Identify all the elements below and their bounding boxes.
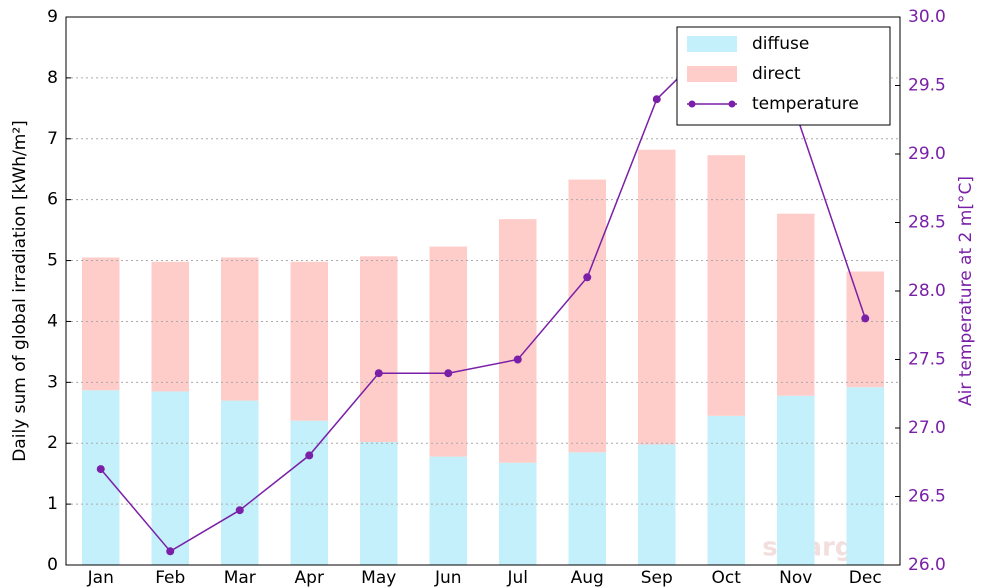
- temperature-point: [513, 355, 522, 364]
- legend-label: diffuse: [752, 34, 809, 54]
- legend-swatch: [728, 100, 736, 108]
- y-tick-label: 7: [47, 129, 58, 149]
- x-tick-label: Aug: [571, 568, 604, 588]
- bar-segment: [359, 442, 398, 565]
- legend-label: direct: [752, 64, 801, 84]
- y-tick-label: 9: [47, 7, 58, 27]
- temperature-point: [374, 369, 383, 378]
- y-tick-label: 2: [47, 433, 58, 453]
- x-tick-label: Mar: [224, 568, 256, 588]
- temperature-point: [444, 369, 453, 378]
- bar-segment: [290, 261, 329, 421]
- bar-segment: [429, 246, 468, 457]
- bar-segment: [776, 213, 815, 396]
- bar-segment: [637, 149, 676, 445]
- y-tick-label: 6: [47, 190, 58, 210]
- bar-segment: [707, 155, 746, 416]
- bar-segment: [220, 400, 259, 565]
- x-tick-label: May: [361, 568, 396, 588]
- y-tick-label: 4: [47, 311, 58, 331]
- y-axis-label: Daily sum of global irradiation [kWh/m²]: [10, 120, 30, 462]
- y-tick-label: 1: [47, 494, 58, 514]
- bar-segment: [776, 395, 815, 565]
- temperature-point: [583, 273, 592, 282]
- y2-tick-label: 27.5: [908, 350, 946, 370]
- y2-axis-label: Air temperature at 2 m[°C]: [956, 176, 976, 406]
- temperature-point: [96, 465, 105, 474]
- bar-segment: [81, 257, 120, 391]
- legend-label: temperature: [752, 94, 859, 114]
- temperature-point: [235, 506, 244, 515]
- bar-segment: [81, 390, 120, 565]
- y-tick-label: 0: [47, 555, 58, 575]
- bar-segment: [220, 257, 259, 401]
- bar-segment: [846, 387, 885, 565]
- y-tick-label: 3: [47, 372, 58, 392]
- y2-tick-label: 29.0: [908, 144, 946, 164]
- x-tick-label: Jun: [434, 568, 462, 588]
- bar-segment: [498, 462, 537, 565]
- legend-swatch: [688, 100, 696, 108]
- plot-frame: [65, 16, 901, 566]
- temperature-point: [305, 451, 314, 460]
- temperature-point: [861, 314, 870, 323]
- y2-tick-label: 28.0: [908, 281, 946, 301]
- y2-tick-label: 27.0: [908, 418, 946, 438]
- x-tick-label: Jan: [87, 568, 114, 588]
- temperature-point: [166, 547, 175, 556]
- y2-tick-label: 29.5: [908, 76, 946, 96]
- bar-segment: [498, 219, 537, 463]
- bar-segment: [568, 452, 607, 565]
- x-tick-label: Jul: [506, 568, 528, 588]
- bar-segment: [151, 391, 190, 565]
- x-tick-label: Nov: [779, 568, 812, 588]
- bar-segment: [846, 271, 885, 388]
- x-tick-label: Feb: [155, 568, 185, 588]
- x-tick-label: Dec: [849, 568, 882, 588]
- legend-swatch: [687, 66, 737, 82]
- bar-segment: [429, 456, 468, 565]
- y-tick-label: 8: [47, 68, 58, 88]
- bar-segment: [359, 256, 398, 443]
- bar-segment: [290, 420, 329, 565]
- y2-tick-label: 26.0: [908, 555, 946, 575]
- bar-segment: [568, 179, 607, 453]
- bar-segment: [151, 261, 190, 392]
- y2-tick-label: 26.5: [908, 487, 946, 507]
- temperature-point: [652, 95, 661, 104]
- y2-tick-label: 30.0: [908, 7, 946, 27]
- x-tick-label: Apr: [295, 568, 324, 588]
- legend-swatch: [687, 36, 737, 52]
- y2-tick-label: 28.5: [908, 213, 946, 233]
- x-tick-label: Oct: [712, 568, 742, 588]
- bar-segment: [637, 444, 676, 565]
- bar-segment: [707, 415, 746, 565]
- y-tick-label: 5: [47, 251, 58, 271]
- x-tick-label: Sep: [641, 568, 673, 588]
